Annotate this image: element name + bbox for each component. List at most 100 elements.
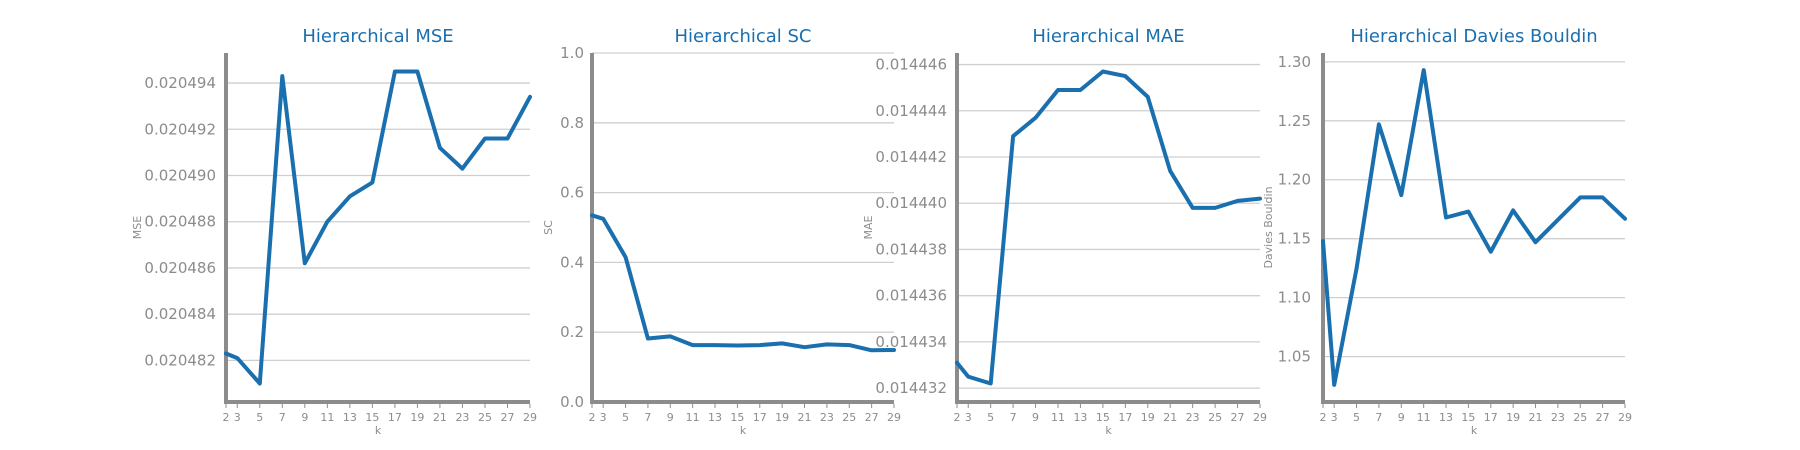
- y-axis-label: MSE: [131, 216, 144, 239]
- x-tick-label: 5: [1353, 411, 1360, 424]
- x-tick-label: 27: [500, 411, 514, 424]
- x-tick-label: 11: [1417, 411, 1431, 424]
- y-tick-label: 0.020482: [144, 351, 216, 369]
- chart-panel-sc: 0.0 0.2 0.4 0.6 0.8 1.0 2 3 5 7 9 11 13 15 17 19 21 23 25 2…: [542, 26, 901, 437]
- y-axis-label: MAE: [862, 215, 875, 239]
- y-tick-label: 0.014432: [875, 379, 947, 397]
- x-tick-label: 15: [1461, 411, 1475, 424]
- x-tick-label: 13: [343, 411, 357, 424]
- y-tick-label: 0.2: [560, 323, 584, 341]
- x-tick-label: 2: [1320, 411, 1327, 424]
- x-tick-label: 7: [279, 411, 286, 424]
- y-tick-label: 0.020492: [144, 120, 216, 138]
- x-tick-label: 23: [1551, 411, 1565, 424]
- chart-title: Hierarchical SC: [675, 26, 812, 47]
- y-tick-label: 0.020486: [144, 259, 216, 277]
- series-line: [955, 69, 1262, 386]
- y-tick-label: 0.0: [560, 393, 584, 411]
- x-tick-label: 15: [365, 411, 379, 424]
- y-tick-label: 0.4: [560, 253, 584, 271]
- x-tick-label: 7: [1375, 411, 1382, 424]
- x-tick-label: 29: [523, 411, 537, 424]
- y-tick-label: 1.30: [1278, 53, 1311, 71]
- x-tick-label: 17: [1484, 411, 1498, 424]
- y-tick-label: 1.20: [1278, 171, 1311, 189]
- y-tick-label: 0.014436: [875, 287, 947, 305]
- chart-panel-mse: 0.020482 0.020484 0.020486 0.020488 0.020490…: [131, 26, 537, 437]
- y-tick-label: 0.014434: [875, 333, 947, 351]
- x-tick-label: 25: [1573, 411, 1587, 424]
- x-tick-label: 27: [1596, 411, 1610, 424]
- x-tick-label: 21: [798, 411, 812, 424]
- y-tick-label: 1.05: [1278, 348, 1311, 366]
- x-tick-label: 27: [1231, 411, 1245, 424]
- x-tick-label: 11: [320, 411, 334, 424]
- x-tick-label: 3: [600, 411, 607, 424]
- y-tick-label: 1.0: [560, 44, 584, 62]
- series-line: [224, 69, 532, 386]
- y-tick-label: 0.014442: [875, 148, 947, 166]
- x-tick-label: 9: [1398, 411, 1405, 424]
- x-tick-label: 11: [686, 411, 700, 424]
- chart-title: Hierarchical MSE: [302, 26, 453, 47]
- x-tick-label: 7: [1010, 411, 1017, 424]
- x-tick-label: 3: [234, 411, 241, 424]
- x-tick-label: 29: [1618, 411, 1632, 424]
- x-tick-label: 27: [865, 411, 879, 424]
- chart-title: Hierarchical Davies Bouldin: [1350, 26, 1597, 47]
- x-tick-label: 19: [1141, 411, 1155, 424]
- x-tick-label: 5: [622, 411, 629, 424]
- y-tick-label: 0.014438: [875, 240, 947, 258]
- y-tick-label: 0.014444: [875, 102, 947, 120]
- x-tick-label: 3: [1331, 411, 1338, 424]
- x-tick-label: 3: [965, 411, 972, 424]
- y-axis-label: Davies Bouldin: [1262, 186, 1275, 268]
- x-tick-label: 19: [410, 411, 424, 424]
- x-tick-label: 17: [753, 411, 767, 424]
- x-tick-label: 25: [1208, 411, 1222, 424]
- x-tick-label: 2: [954, 411, 961, 424]
- x-tick-label: 21: [433, 411, 447, 424]
- series-line: [1321, 68, 1627, 387]
- y-axis-label: SC: [542, 220, 555, 235]
- x-tick-label: 17: [1118, 411, 1132, 424]
- x-tick-label: 11: [1051, 411, 1065, 424]
- x-tick-label: 13: [1073, 411, 1087, 424]
- x-tick-label: 25: [842, 411, 856, 424]
- x-tick-label: 5: [256, 411, 263, 424]
- chart-title: Hierarchical MAE: [1032, 26, 1184, 47]
- x-axis-label: k: [1471, 424, 1478, 437]
- x-tick-label: 23: [1186, 411, 1200, 424]
- x-tick-label: 23: [820, 411, 834, 424]
- y-tick-label: 0.014446: [875, 56, 947, 74]
- series-line: [590, 213, 896, 353]
- y-tick-label: 0.014440: [875, 194, 947, 212]
- y-tick-label: 1.10: [1278, 289, 1311, 307]
- x-tick-label: 9: [301, 411, 308, 424]
- y-tick-label: 0.020488: [144, 213, 216, 231]
- y-tick-label: 1.25: [1278, 112, 1311, 130]
- x-tick-label: 9: [1032, 411, 1039, 424]
- chart-panel-davies-bouldin: 1.05 1.10 1.15 1.20 1.25 1.30 2 3 5 7 9 11 13 15 17 19 2…: [1262, 26, 1632, 437]
- x-tick-label: 19: [775, 411, 789, 424]
- x-tick-label: 21: [1529, 411, 1543, 424]
- x-tick-label: 5: [987, 411, 994, 424]
- y-tick-label: 1.15: [1278, 230, 1311, 248]
- x-tick-label: 25: [478, 411, 492, 424]
- y-tick-label: 0.020494: [144, 74, 216, 92]
- x-tick-label: 23: [455, 411, 469, 424]
- x-axis-label: k: [1105, 424, 1112, 437]
- x-tick-label: 7: [644, 411, 651, 424]
- y-tick-label: 0.020490: [144, 166, 216, 184]
- x-tick-label: 21: [1163, 411, 1177, 424]
- x-tick-label: 17: [388, 411, 402, 424]
- x-tick-label: 13: [1439, 411, 1453, 424]
- chart-panel-mae: 0.014432 0.014434 0.014436 0.014438 0.014440…: [862, 26, 1267, 437]
- x-tick-label: 15: [1096, 411, 1110, 424]
- x-axis-label: k: [375, 424, 382, 437]
- y-tick-label: 0.020484: [144, 305, 216, 323]
- x-tick-label: 13: [708, 411, 722, 424]
- x-tick-label: 2: [223, 411, 230, 424]
- x-tick-label: 15: [730, 411, 744, 424]
